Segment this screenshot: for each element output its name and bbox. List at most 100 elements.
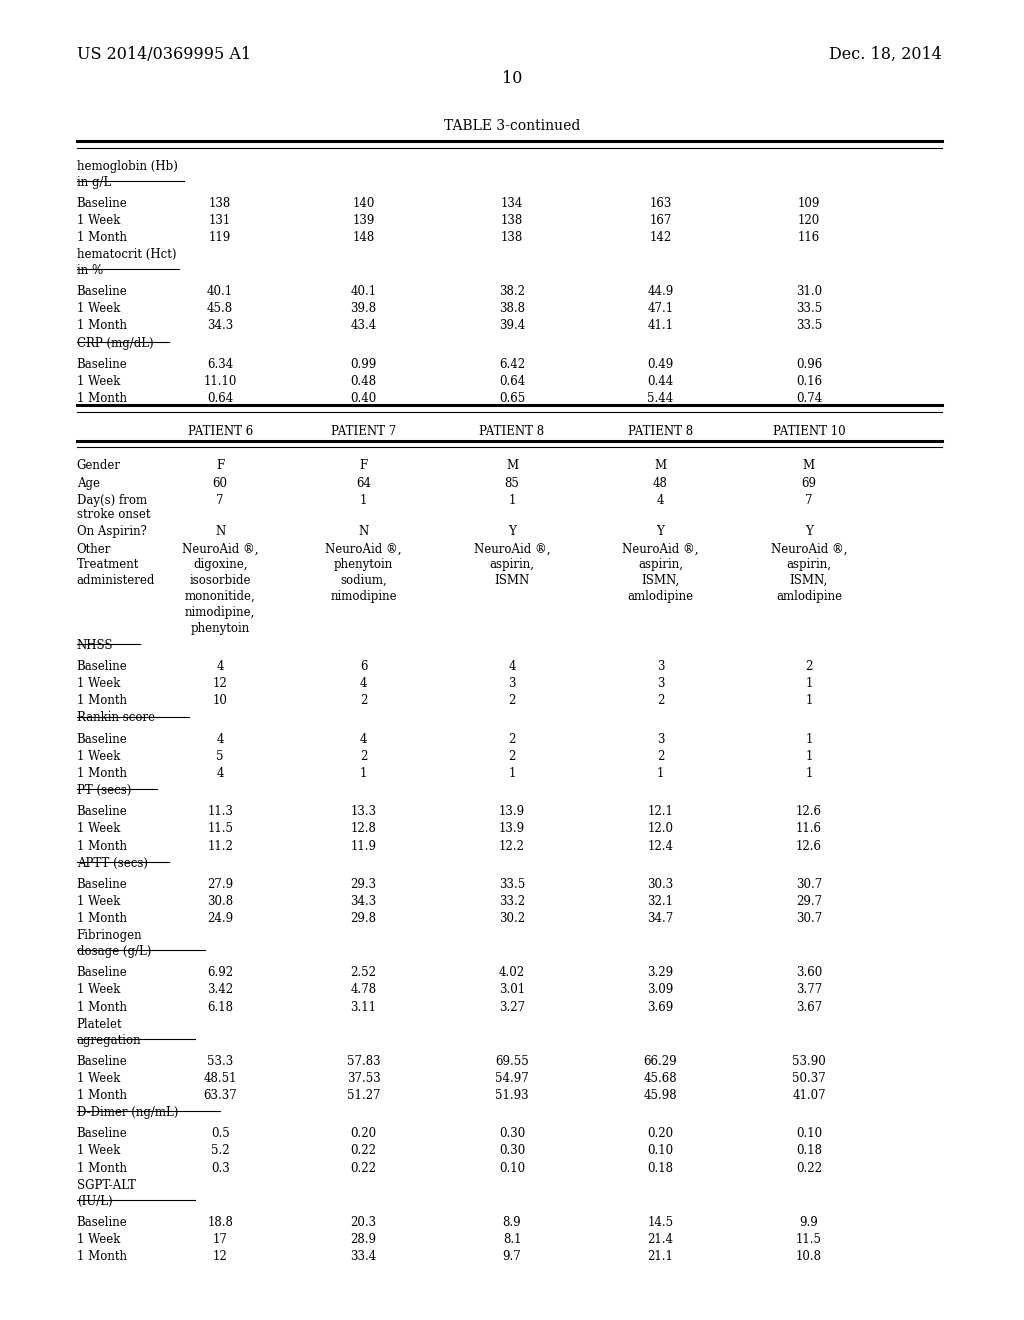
Text: APTT (secs): APTT (secs) xyxy=(77,857,147,870)
Text: 148: 148 xyxy=(352,231,375,244)
Text: 116: 116 xyxy=(798,231,820,244)
Text: nimodipine: nimodipine xyxy=(330,590,397,603)
Text: digoxine,: digoxine, xyxy=(193,558,248,572)
Text: 43.4: 43.4 xyxy=(350,319,377,333)
Text: Fibrinogen: Fibrinogen xyxy=(77,929,142,942)
Text: 48: 48 xyxy=(653,477,668,490)
Text: 0.64: 0.64 xyxy=(499,375,525,388)
Text: Y: Y xyxy=(508,525,516,539)
Text: amlodipine: amlodipine xyxy=(776,590,842,603)
Text: 30.8: 30.8 xyxy=(207,895,233,908)
Text: 40.1: 40.1 xyxy=(350,285,377,298)
Text: 2: 2 xyxy=(656,694,665,708)
Text: 6.18: 6.18 xyxy=(207,1001,233,1014)
Text: 39.4: 39.4 xyxy=(499,319,525,333)
Text: 0.30: 0.30 xyxy=(499,1127,525,1140)
Text: 12.4: 12.4 xyxy=(647,840,674,853)
Text: 13.9: 13.9 xyxy=(499,822,525,836)
Text: 6.42: 6.42 xyxy=(499,358,525,371)
Text: 1: 1 xyxy=(359,494,368,507)
Text: 7: 7 xyxy=(216,494,224,507)
Text: 1 Week: 1 Week xyxy=(77,375,120,388)
Text: 1 Week: 1 Week xyxy=(77,677,120,690)
Text: 131: 131 xyxy=(209,214,231,227)
Text: 2: 2 xyxy=(805,660,813,673)
Text: 1 Month: 1 Month xyxy=(77,1089,127,1102)
Text: 3.69: 3.69 xyxy=(647,1001,674,1014)
Text: 13.9: 13.9 xyxy=(499,805,525,818)
Text: 51.93: 51.93 xyxy=(496,1089,528,1102)
Text: 0.22: 0.22 xyxy=(796,1162,822,1175)
Text: 64: 64 xyxy=(356,477,371,490)
Text: 20.3: 20.3 xyxy=(350,1216,377,1229)
Text: 0.22: 0.22 xyxy=(350,1162,377,1175)
Text: 1 Month: 1 Month xyxy=(77,319,127,333)
Text: NeuroAid ®,: NeuroAid ®, xyxy=(474,543,550,556)
Text: 163: 163 xyxy=(649,197,672,210)
Text: 31.0: 31.0 xyxy=(796,285,822,298)
Text: 1: 1 xyxy=(359,767,368,780)
Text: 1 Week: 1 Week xyxy=(77,302,120,315)
Text: 11.3: 11.3 xyxy=(207,805,233,818)
Text: M: M xyxy=(803,459,815,473)
Text: 29.7: 29.7 xyxy=(796,895,822,908)
Text: 47.1: 47.1 xyxy=(647,302,674,315)
Text: 0.74: 0.74 xyxy=(796,392,822,405)
Text: 50.37: 50.37 xyxy=(793,1072,825,1085)
Text: 40.1: 40.1 xyxy=(207,285,233,298)
Text: Baseline: Baseline xyxy=(77,197,128,210)
Text: PT (secs): PT (secs) xyxy=(77,784,131,797)
Text: 69.55: 69.55 xyxy=(496,1055,528,1068)
Text: 17: 17 xyxy=(213,1233,227,1246)
Text: 12.8: 12.8 xyxy=(350,822,377,836)
Text: 8.1: 8.1 xyxy=(503,1233,521,1246)
Text: Rankin score: Rankin score xyxy=(77,711,155,725)
Text: NeuroAid ®,: NeuroAid ®, xyxy=(623,543,698,556)
Text: agregation: agregation xyxy=(77,1034,141,1047)
Text: NeuroAid ®,: NeuroAid ®, xyxy=(182,543,258,556)
Text: 1 Month: 1 Month xyxy=(77,231,127,244)
Text: 4: 4 xyxy=(216,733,224,746)
Text: 0.10: 0.10 xyxy=(647,1144,674,1158)
Text: 7: 7 xyxy=(805,494,813,507)
Text: Baseline: Baseline xyxy=(77,966,128,979)
Text: 0.10: 0.10 xyxy=(796,1127,822,1140)
Text: 34.7: 34.7 xyxy=(647,912,674,925)
Text: phenytoin: phenytoin xyxy=(190,622,250,635)
Text: 0.3: 0.3 xyxy=(211,1162,229,1175)
Text: US 2014/0369995 A1: US 2014/0369995 A1 xyxy=(77,46,251,63)
Text: NHSS: NHSS xyxy=(77,639,114,652)
Text: 51.27: 51.27 xyxy=(347,1089,380,1102)
Text: 2.52: 2.52 xyxy=(350,966,377,979)
Text: ISMN,: ISMN, xyxy=(790,574,828,587)
Text: 11.6: 11.6 xyxy=(796,822,822,836)
Text: 142: 142 xyxy=(649,231,672,244)
Text: 0.22: 0.22 xyxy=(350,1144,377,1158)
Text: 27.9: 27.9 xyxy=(207,878,233,891)
Text: 139: 139 xyxy=(352,214,375,227)
Text: 1 Month: 1 Month xyxy=(77,840,127,853)
Text: 4: 4 xyxy=(216,660,224,673)
Text: 12: 12 xyxy=(213,677,227,690)
Text: NeuroAid ®,: NeuroAid ®, xyxy=(326,543,401,556)
Text: 119: 119 xyxy=(209,231,231,244)
Text: 1 Month: 1 Month xyxy=(77,694,127,708)
Text: 3: 3 xyxy=(656,660,665,673)
Text: 3: 3 xyxy=(656,677,665,690)
Text: 3: 3 xyxy=(656,733,665,746)
Text: 1 Month: 1 Month xyxy=(77,767,127,780)
Text: 24.9: 24.9 xyxy=(207,912,233,925)
Text: D-Dimer (ng/mL): D-Dimer (ng/mL) xyxy=(77,1106,178,1119)
Text: 4: 4 xyxy=(359,733,368,746)
Text: 41.1: 41.1 xyxy=(647,319,674,333)
Text: 21.1: 21.1 xyxy=(647,1250,674,1263)
Text: 41.07: 41.07 xyxy=(793,1089,825,1102)
Text: 4: 4 xyxy=(656,494,665,507)
Text: PATIENT 7: PATIENT 7 xyxy=(331,425,396,438)
Text: 1: 1 xyxy=(508,494,516,507)
Text: 1 Week: 1 Week xyxy=(77,983,120,997)
Text: 1: 1 xyxy=(805,677,813,690)
Text: 0.10: 0.10 xyxy=(499,1162,525,1175)
Text: Platelet: Platelet xyxy=(77,1018,123,1031)
Text: isosorbide: isosorbide xyxy=(189,574,251,587)
